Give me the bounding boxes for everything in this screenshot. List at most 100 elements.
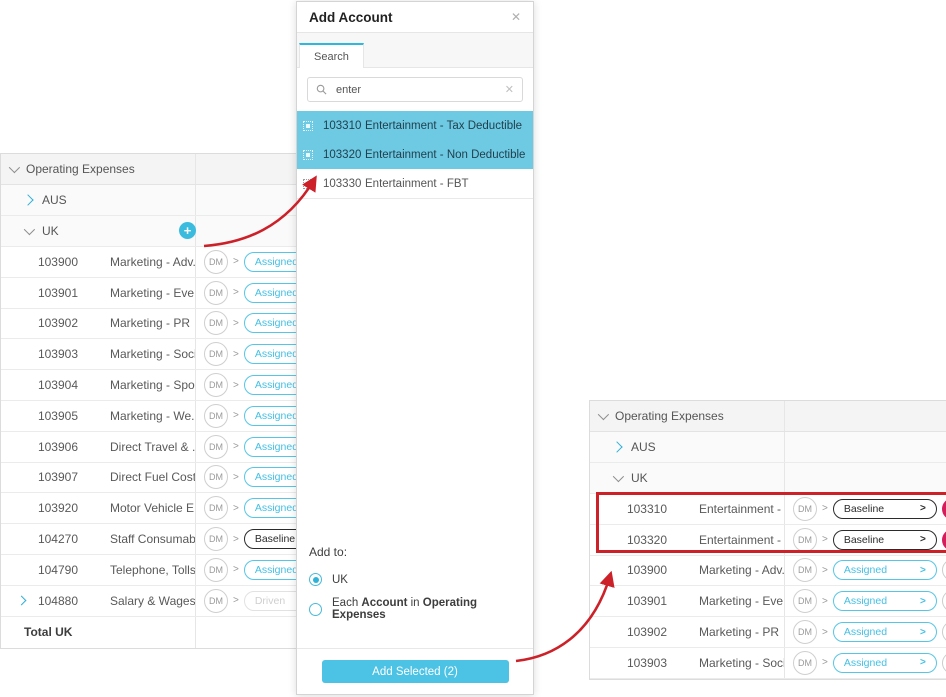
chevron-down-icon[interactable] xyxy=(612,470,625,483)
clear-search-icon[interactable]: ✕ xyxy=(504,84,514,96)
chevron-down-icon[interactable] xyxy=(597,408,610,421)
status-circle[interactable] xyxy=(941,528,946,551)
account-name: Entertainment - Non Deductible xyxy=(365,148,526,161)
dm-badge[interactable]: DM xyxy=(793,496,817,521)
account-code: 103902 xyxy=(626,625,667,640)
right-rows-container: 103310 Entertainment - ... DM > Baseline… xyxy=(590,494,946,679)
dm-badge[interactable]: DM xyxy=(204,249,228,274)
search-input[interactable] xyxy=(334,82,505,97)
right-group-aus[interactable]: AUS xyxy=(590,432,946,463)
chevron-down-icon[interactable] xyxy=(8,161,21,174)
dm-badge[interactable]: DM xyxy=(793,589,817,614)
status-label: Driven xyxy=(254,594,286,607)
table-row[interactable]: 103920 Motor Vehicle E... DM > Assigned xyxy=(1,493,341,525)
close-icon[interactable]: ✕ xyxy=(510,10,521,24)
chevron-right-icon[interactable] xyxy=(611,441,623,453)
radio-option-uk[interactable]: UK xyxy=(309,573,521,586)
table-row[interactable]: 103906 Direct Travel & ... DM > Assigned xyxy=(1,431,341,463)
search-box[interactable]: ✕ xyxy=(307,77,523,102)
radio-unselected-icon[interactable] xyxy=(309,602,322,616)
table-row[interactable]: 103901 Marketing - Eve... DM > Assigned xyxy=(1,277,341,309)
dm-badge[interactable]: DM xyxy=(793,650,817,675)
account-code: 103310 xyxy=(626,501,667,516)
table-row[interactable]: 103900 Marketing - Adv... DM > Assigned xyxy=(1,247,341,278)
search-result-row[interactable]: 103310 Entertainment - Tax Deductible xyxy=(297,111,533,140)
table-row[interactable]: 103901 Marketing - Eve... DM > Assigned … xyxy=(590,586,946,618)
right-group-uk[interactable]: UK xyxy=(590,463,946,494)
add-account-button[interactable]: + xyxy=(179,222,196,239)
chevron-down-icon[interactable] xyxy=(23,223,36,236)
dm-badge[interactable]: DM xyxy=(204,311,228,336)
table-row[interactable]: 104790 Telephone, Tolls... DM > Assigned xyxy=(1,554,341,586)
account-code: 104880 xyxy=(37,593,78,608)
table-row[interactable]: 103320 Entertainment - ... DM > Baseline… xyxy=(590,524,946,556)
table-row[interactable]: 104880 Salary & Wages DM > Driven xyxy=(1,585,341,617)
table-row[interactable]: 103902 Marketing - PR DM > Assigned xyxy=(1,308,341,340)
add-selected-button[interactable]: Add Selected (2) xyxy=(321,660,509,683)
modal-tabbar: Search xyxy=(297,33,533,68)
account-name: Marketing - PR xyxy=(699,625,780,640)
group-label: AUS xyxy=(42,193,67,207)
status-circle[interactable] xyxy=(941,651,946,674)
table-row[interactable]: 103903 Marketing - Social DM > Assigned … xyxy=(590,647,946,679)
left-group-aus[interactable]: AUS xyxy=(1,185,341,216)
table-row[interactable]: 103904 Marketing - Spo... DM > Assigned xyxy=(1,370,341,401)
search-result-row[interactable]: 103320 Entertainment - Non Deductible xyxy=(297,140,533,169)
radio-selected-icon[interactable] xyxy=(309,573,322,586)
status-label: Assigned xyxy=(254,317,299,330)
chevron-separator-icon: > xyxy=(233,317,239,329)
dm-badge[interactable]: DM xyxy=(204,588,228,613)
status-badge[interactable]: Baseline > xyxy=(832,529,937,550)
dm-badge[interactable]: DM xyxy=(793,620,817,645)
modal-title: Add Account xyxy=(309,9,393,25)
account-name: Marketing - Eve... xyxy=(110,285,195,300)
account-code: 103904 xyxy=(37,378,78,393)
dm-badge[interactable]: DM xyxy=(204,373,228,398)
left-header-row[interactable]: Operating Expenses xyxy=(1,154,341,185)
status-label: Assigned xyxy=(254,286,299,299)
radio-option-each-account[interactable]: Each Account in Operating Expenses xyxy=(309,597,521,621)
table-row[interactable]: 103905 Marketing - We... DM > Assigned xyxy=(1,400,341,432)
left-group-uk[interactable]: UK + xyxy=(1,216,341,247)
dm-badge[interactable]: DM xyxy=(793,558,817,583)
status-badge[interactable]: Assigned > xyxy=(832,591,937,612)
dm-badge[interactable]: DM xyxy=(204,465,228,490)
status-circle[interactable] xyxy=(941,559,946,582)
table-row[interactable]: 104270 Staff Consumab... DM > Baseline xyxy=(1,524,341,555)
status-circle[interactable] xyxy=(941,497,946,520)
table-row[interactable]: 103902 Marketing - PR DM > Assigned > xyxy=(590,617,946,648)
status-badge[interactable]: Baseline > xyxy=(832,498,937,519)
table-row[interactable]: 103900 Marketing - Adv... DM > Assigned … xyxy=(590,555,946,587)
search-result-row[interactable]: 103330 Entertainment - FBT xyxy=(297,169,533,199)
dm-badge[interactable]: DM xyxy=(204,280,228,305)
account-name: Marketing - Eve... xyxy=(699,594,784,609)
account-name: Entertainment - FBT xyxy=(365,177,469,190)
dm-badge[interactable]: DM xyxy=(793,527,817,552)
account-name: Marketing - PR xyxy=(110,316,191,331)
dm-badge[interactable]: DM xyxy=(204,527,228,552)
tab-search[interactable]: Search xyxy=(299,43,364,68)
account-code: 104270 xyxy=(37,532,78,547)
dm-badge[interactable]: DM xyxy=(204,342,228,367)
account-code: 103900 xyxy=(626,563,667,578)
status-badge[interactable]: Assigned > xyxy=(832,560,937,581)
status-badge[interactable]: Assigned > xyxy=(832,652,937,673)
dm-badge[interactable]: DM xyxy=(204,403,228,428)
status-circle[interactable] xyxy=(941,590,946,613)
account-name: Marketing - Social xyxy=(110,347,195,362)
account-name: Entertainment - Tax Deductible xyxy=(365,119,523,132)
right-header-row[interactable]: Operating Expenses xyxy=(590,401,946,432)
status-circle[interactable] xyxy=(941,621,946,644)
table-row[interactable]: 103310 Entertainment - ... DM > Baseline… xyxy=(590,494,946,525)
dm-badge[interactable]: DM xyxy=(204,557,228,582)
account-name: Direct Travel & ... xyxy=(110,439,195,454)
status-badge[interactable]: Assigned > xyxy=(832,622,937,643)
chevron-right-icon[interactable] xyxy=(22,194,34,206)
dm-badge[interactable]: DM xyxy=(204,496,228,521)
modal-footer: Add Selected (2) xyxy=(297,649,533,694)
status-label: Assigned xyxy=(843,564,888,577)
table-row[interactable]: 103907 Direct Fuel Costs DM > Assigned xyxy=(1,462,341,494)
dm-badge[interactable]: DM xyxy=(204,434,228,459)
table-row[interactable]: 103903 Marketing - Social DM > Assigned xyxy=(1,339,341,371)
